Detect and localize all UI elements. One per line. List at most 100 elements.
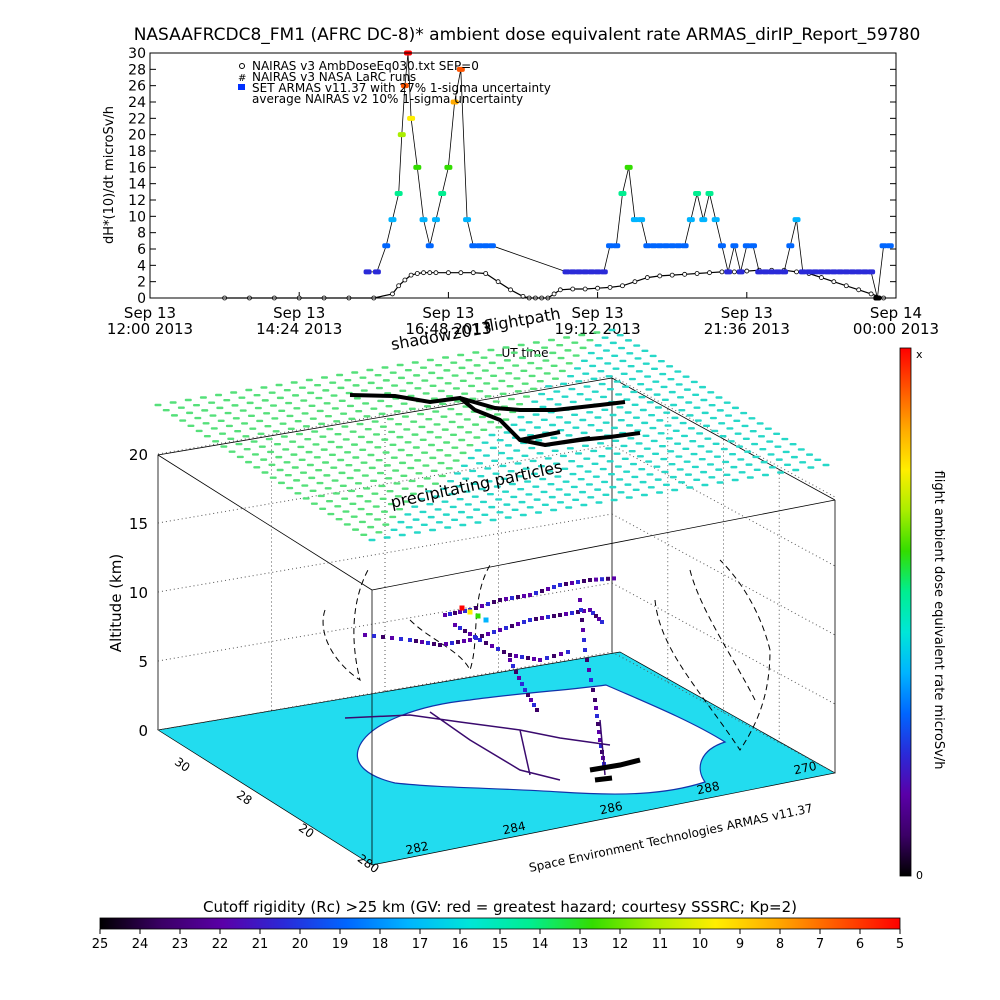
particle-dash — [450, 433, 458, 437]
annotation-precipitating: precipitating particles — [389, 457, 564, 512]
particle-dash — [738, 471, 746, 474]
particle-dash — [280, 435, 288, 438]
particle-dash — [485, 480, 493, 483]
particle-dash — [547, 338, 555, 342]
particle-dash — [652, 452, 660, 456]
track-point — [502, 650, 506, 654]
particle-dash — [692, 393, 700, 397]
particle-dash — [352, 528, 360, 531]
particle-dash — [251, 453, 259, 456]
particle-dash — [471, 495, 479, 498]
particle-dash — [253, 393, 261, 397]
particle-dash — [513, 377, 521, 380]
particle-dash — [623, 470, 631, 473]
particle-dash — [631, 475, 639, 479]
particle-dash — [232, 417, 240, 420]
particle-dash — [526, 506, 534, 509]
track-point — [480, 604, 484, 608]
particle-dash — [661, 398, 669, 402]
particle-dash — [435, 363, 443, 367]
particle-dash — [453, 472, 461, 475]
series-nairas-point — [408, 272, 414, 278]
particle-dash — [708, 476, 716, 479]
z-tick-label: 20 — [129, 446, 148, 464]
particle-dash — [300, 399, 308, 402]
particle-dash — [792, 468, 800, 472]
particle-dash — [375, 458, 383, 462]
x-tick-label-date: Sep 13 — [721, 304, 773, 322]
particle-dash — [396, 435, 404, 439]
particle-dash — [646, 401, 654, 404]
particle-dash — [624, 339, 632, 342]
track-point — [582, 609, 586, 613]
y-tick-label: 28 — [128, 62, 146, 78]
track-point — [581, 628, 585, 632]
particle-dash — [432, 410, 440, 413]
series-armas-point — [680, 243, 689, 249]
particle-dash — [529, 387, 537, 391]
colorbar-tick-label: 22 — [212, 937, 229, 952]
series-nairas-point — [458, 270, 464, 276]
particle-dash — [225, 424, 233, 428]
particle-dash — [753, 468, 761, 472]
track-point — [606, 576, 610, 581]
particle-dash — [542, 359, 550, 362]
particle-dash — [504, 444, 512, 447]
y-tick-label: 8 — [137, 226, 146, 242]
track-point — [585, 658, 589, 662]
particle-dash — [586, 338, 594, 342]
particle-dash — [490, 374, 498, 377]
series-nairas-point — [570, 286, 576, 292]
particle-dash — [532, 341, 540, 344]
particle-dash — [533, 426, 541, 429]
particle-dash — [390, 528, 398, 532]
longitude-tick-label: 288 — [696, 779, 721, 797]
particle-dash — [227, 437, 235, 441]
track-point — [463, 629, 467, 633]
particle-dash — [521, 382, 529, 385]
particle-dash — [418, 497, 426, 501]
particle-dash — [243, 448, 251, 451]
particle-dash — [619, 359, 627, 363]
colorbar-tick-label: 9 — [736, 937, 744, 952]
x-tick-label-time: 19:12 2013 — [555, 320, 641, 338]
colorbar-tick-label: 6 — [856, 937, 864, 952]
particle-dash — [437, 389, 445, 393]
particle-dash — [282, 448, 290, 451]
particle-dash — [604, 362, 612, 365]
track-point — [474, 606, 478, 610]
particle-dash — [374, 446, 382, 449]
particle-dash — [481, 369, 489, 372]
colorbar-tick-label: 11 — [652, 937, 669, 952]
track-point — [514, 654, 518, 658]
particle-dash — [316, 481, 324, 485]
series-armas-point — [823, 269, 832, 275]
particle-dash — [576, 465, 584, 468]
series-armas-point — [860, 269, 869, 275]
particle-dash — [289, 440, 297, 443]
particle-dash — [285, 401, 293, 405]
particle-dash — [439, 402, 447, 406]
particle-dash — [495, 353, 503, 357]
particle-dash — [470, 482, 478, 486]
particle-dash — [594, 416, 602, 419]
particle-dash — [773, 432, 781, 436]
colorbar-tick-label: 14 — [532, 937, 549, 952]
track-point — [564, 582, 568, 586]
particle-dash — [546, 470, 554, 473]
particle-dash — [676, 468, 684, 471]
particle-dash — [201, 409, 209, 412]
track-point — [458, 626, 462, 630]
particle-dash — [494, 413, 502, 416]
particle-dash — [529, 459, 537, 463]
particle-dash — [585, 483, 593, 486]
particle-dash — [674, 442, 682, 445]
track-point — [520, 682, 524, 686]
particle-dash — [708, 403, 716, 407]
particle-dash — [459, 451, 467, 455]
particle-dash — [774, 445, 782, 448]
series-armas-point — [724, 269, 733, 275]
particle-dash — [693, 478, 701, 482]
particle-dash — [427, 443, 435, 447]
track-point — [579, 608, 583, 612]
